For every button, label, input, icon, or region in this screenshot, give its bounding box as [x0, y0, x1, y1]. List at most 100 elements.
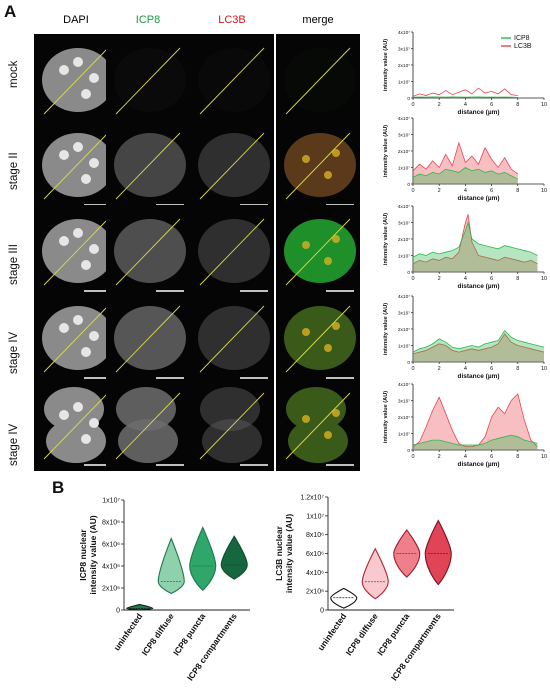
violin-chart: 0 2x10⁶ 4x10⁶ 6x10⁶ 8x10⁶ 1x10⁷ 1.2x10⁷ LC3B nu…: [274, 495, 454, 683]
legend-label-icp8: ICP8: [514, 35, 530, 42]
column-header-icp8: ICP8: [135, 14, 161, 26]
axis-lines: [412, 32, 544, 99]
column-header-merge: merge: [302, 14, 334, 26]
x-tick-label: 6: [490, 366, 493, 372]
y-tick-label: 0: [320, 608, 324, 615]
micrograph-image: [198, 132, 270, 206]
violin-icp8-diffuse: [361, 547, 389, 600]
y-tick-label: 4x10⁷: [398, 30, 410, 36]
series-area-icp8: [413, 167, 518, 184]
y-tick-label: 2x10⁷: [398, 237, 410, 243]
y-tick-label: 3x10⁷: [398, 221, 410, 227]
series-area-lc3b: [413, 142, 518, 184]
y-tick-label: 4x10⁷: [398, 382, 410, 388]
x-tick-label: 10: [541, 366, 547, 372]
series-line-lc3b: [412, 141, 519, 175]
series-area-icp8: [413, 435, 538, 450]
series-line-lc3b: [412, 393, 538, 448]
micrograph-stage-iv-1-dapi: [34, 292, 118, 384]
x-tick-label: 10: [541, 454, 547, 460]
micrograph-image: [199, 387, 268, 466]
y-tick-label: 6x10⁶: [102, 542, 120, 549]
micrograph-stage-iii-merge: [276, 205, 360, 297]
micrograph-image: [198, 305, 270, 379]
micrograph-image: [284, 132, 356, 206]
y-tick-label: 1x10⁷: [398, 344, 410, 350]
series-line-lc3b: [412, 333, 545, 355]
x-tick-label: 0: [411, 454, 414, 460]
x-tick-label: 0: [411, 366, 414, 372]
y-tick-label: 1x10⁷: [398, 80, 410, 86]
x-tick-label: 2: [438, 276, 441, 282]
category-label: uninfected: [112, 611, 145, 652]
y-tick-label: 4x10⁶: [102, 564, 120, 571]
y-axis-label-line2: intensity value (AU): [88, 515, 98, 595]
micrograph-stage-iv-2-icp8: [106, 379, 190, 471]
micrograph-stage-iv-2-dapi: [34, 379, 118, 471]
violin-chart: 0 2x10⁶ 4x10⁶ 6x10⁶ 8x10⁶ 1x10⁷ ICP8 nuclear in…: [78, 498, 250, 683]
x-tick-label: 8: [516, 366, 519, 372]
micrograph-image: [42, 305, 114, 379]
axis-lines: [123, 500, 250, 611]
micrograph-image: [114, 218, 186, 292]
x-axis-label: distance (µm): [457, 373, 499, 380]
x-tick-label: 0: [411, 188, 414, 194]
x-tick-label: 2: [438, 366, 441, 372]
y-tick-label: 2x10⁷: [398, 327, 410, 333]
micrograph-image: [114, 305, 186, 379]
row-header-stage-iv-2: stage IV: [8, 423, 20, 466]
y-tick-label: 0: [407, 270, 410, 276]
axis-lines: [327, 497, 454, 611]
y-tick-label: 8x10⁶: [102, 520, 120, 527]
legend-label-lc3b: LC3B: [514, 43, 532, 50]
x-tick-label: 10: [541, 276, 547, 282]
micrograph-stage-ii-merge: [276, 119, 360, 211]
y-tick-label: 0: [116, 608, 120, 615]
micrograph-image: [284, 47, 356, 121]
y-tick-label: 1.2x10⁷: [300, 495, 324, 502]
axis-lines: [412, 118, 544, 185]
micrograph-stage-iii-dapi: [34, 205, 118, 297]
micrograph-mock-dapi: [34, 34, 118, 126]
micrograph-image: [43, 387, 112, 466]
micrograph-image: [198, 47, 270, 121]
y-axis-label-line1: LC3B nuclear: [274, 525, 284, 580]
micrograph-image: [114, 132, 186, 206]
micrograph-mock-merge: [276, 34, 360, 126]
x-tick-label: 0: [411, 102, 414, 108]
series-area-lc3b: [413, 333, 544, 362]
series-line-icp8: [412, 434, 538, 446]
column-header-dapi: DAPI: [63, 14, 89, 26]
micrograph-stage-ii-dapi: [34, 119, 118, 211]
x-tick-label: 6: [490, 276, 493, 282]
micrograph-stage-iv-1-lc3b: [190, 292, 274, 384]
y-tick-label: 2x10⁷: [398, 415, 410, 421]
x-tick-label: 10: [541, 102, 547, 108]
row-header-mock: mock: [8, 60, 20, 88]
y-tick-label: 6x10⁶: [306, 551, 324, 558]
y-tick-label: 0: [407, 182, 410, 188]
x-tick-label: 4: [464, 188, 467, 194]
x-tick-label: 4: [464, 454, 467, 460]
category-label: uninfected: [316, 611, 349, 652]
series-area-icp8: [413, 330, 544, 362]
series-line-lc3b: [412, 87, 518, 97]
series-line-icp8: [412, 167, 518, 180]
micrograph-stage-ii-lc3b: [190, 119, 274, 211]
y-tick-label: 2x10⁷: [398, 149, 410, 155]
x-axis-label: distance (µm): [457, 461, 499, 468]
y-tick-label: 1x10⁷: [398, 432, 410, 438]
y-tick-label: 8x10⁶: [306, 532, 324, 539]
column-header-lc3b: LC3B: [218, 14, 246, 26]
category-label: ICP8 puncta: [171, 611, 208, 657]
violin-icp8-puncta: [393, 529, 421, 578]
violin-uninfected: [126, 603, 154, 611]
violin-icp8-compartments: [424, 519, 452, 586]
series-line-icp8: [412, 330, 545, 353]
micrograph-stage-ii-icp8: [106, 119, 190, 211]
x-tick-label: 6: [490, 454, 493, 460]
x-tick-label: 4: [464, 102, 467, 108]
series-line-icp8: [412, 96, 518, 98]
row-header-stage-iii: stage III: [8, 244, 20, 285]
micrograph-image: [42, 132, 114, 206]
